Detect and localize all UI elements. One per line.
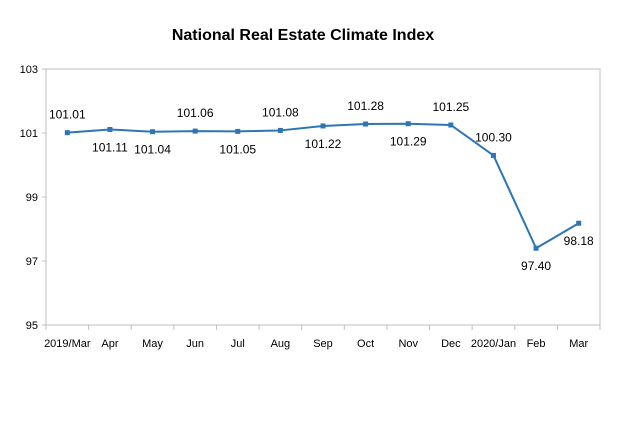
x-tick-label: Feb — [527, 338, 546, 350]
x-tick-label: Dec — [441, 338, 461, 350]
y-axis: 95 97 99 101 103 — [20, 64, 46, 332]
x-tick-label: Aug — [271, 338, 291, 350]
chart-title: National Real Estate Climate Index — [172, 27, 434, 44]
plot-area — [45, 68, 601, 326]
data-label: 101.05 — [219, 142, 256, 156]
data-label: 101.06 — [177, 106, 214, 120]
data-labels-group: 101.01 101.11 101.04 101.06 101.05 101.08 101.… — [49, 99, 594, 273]
x-tick-label: 2019/Mar — [44, 338, 91, 350]
data-label: 101.28 — [347, 99, 384, 113]
data-label: 101.04 — [134, 143, 171, 157]
data-point — [235, 128, 241, 134]
data-label: 101.29 — [390, 135, 427, 149]
data-point — [533, 245, 539, 251]
x-tick-label: Apr — [101, 338, 118, 350]
data-label: 101.01 — [49, 108, 86, 122]
x-tick-label: Jun — [186, 338, 204, 350]
x-tick-label: Jul — [231, 338, 245, 350]
data-point — [448, 122, 454, 128]
data-label: 98.18 — [564, 234, 594, 248]
y-tick-label: 101 — [20, 128, 38, 140]
data-label: 101.25 — [432, 100, 469, 114]
x-tick-label: Nov — [398, 338, 418, 350]
data-point — [107, 126, 113, 132]
data-point — [405, 121, 411, 127]
series-points-group — [64, 121, 582, 251]
data-point — [490, 152, 496, 158]
data-label: 101.11 — [92, 140, 128, 154]
y-tick-label: 99 — [26, 192, 38, 204]
data-point — [576, 220, 582, 226]
x-tick-label: Mar — [569, 338, 588, 350]
data-point — [277, 127, 283, 133]
data-label: 101.08 — [262, 105, 299, 119]
data-label: 97.40 — [521, 259, 551, 273]
data-point — [64, 130, 70, 136]
y-tick-label: 95 — [26, 320, 38, 332]
data-point — [363, 121, 369, 127]
data-point — [192, 128, 198, 134]
data-point — [150, 129, 156, 135]
x-tick-label: Oct — [357, 338, 374, 350]
x-tick-label: May — [142, 338, 163, 350]
data-label: 101.22 — [305, 137, 342, 151]
x-tick-label: 2020/Jan — [471, 338, 516, 350]
data-label: 100.30 — [475, 130, 512, 144]
y-tick-label: 103 — [20, 64, 38, 76]
x-tick-label: Sep — [313, 338, 333, 350]
data-point — [320, 123, 326, 129]
y-tick-label: 97 — [26, 256, 38, 268]
x-axis: 2019/Mar Apr May Jun Jul Aug Sep Oct Nov Dec 2020/… — [44, 325, 601, 350]
